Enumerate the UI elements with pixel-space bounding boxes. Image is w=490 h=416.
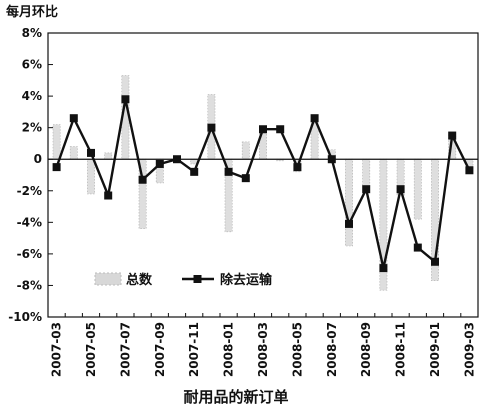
y-tick-label: -6%: [17, 247, 42, 261]
y-tick-label: 4%: [22, 89, 42, 103]
point-ex-transport-2008-03: [259, 125, 267, 134]
x-tick-label: 2009-01: [428, 322, 442, 377]
point-ex-transport-2007-10: [173, 155, 181, 164]
chart-title: 耐用品的新订单: [183, 388, 288, 406]
point-ex-transport-2008-09: [362, 185, 371, 194]
x-tick-label: 2009-03: [462, 322, 476, 377]
point-ex-transport-2008-08: [345, 219, 353, 228]
x-tick-label: 2008-05: [290, 322, 304, 377]
plot-border: [47, 32, 479, 318]
point-ex-transport-2007-12: [207, 123, 216, 132]
point-ex-transport-2007-03: [52, 163, 61, 172]
line-ex-transport: [55, 98, 471, 270]
total-bars-layer: [52, 75, 474, 291]
y-tick-label: 8%: [22, 26, 42, 40]
y-tick-label: 0: [34, 152, 42, 166]
ex-transport-line-layer: [52, 95, 474, 273]
bar-total-2007-06: [104, 152, 113, 160]
legend-marker-ex-transport: [193, 275, 202, 283]
point-ex-transport-2007-08: [138, 175, 147, 184]
x-tick-label: 2007-11: [187, 322, 201, 377]
point-ex-transport-2008-12: [413, 243, 422, 252]
y-axis-unit-label: 每月环比: [6, 4, 58, 20]
point-ex-transport-2007-07: [121, 95, 130, 104]
x-tick-label: 2007-07: [118, 322, 132, 377]
bar-total-2007-05: [87, 158, 95, 195]
legend-label-ex-transport: 除去运输: [220, 272, 273, 288]
point-ex-transport-2008-02: [241, 174, 250, 183]
bar-total-2008-09: [362, 158, 371, 187]
point-ex-transport-2008-05: [293, 163, 302, 172]
bar-total-2008-08: [345, 158, 353, 247]
point-ex-transport-2008-10: [379, 264, 388, 273]
legend-swatch-total: [94, 272, 122, 286]
y-tick-label: 6%: [22, 58, 42, 72]
x-axis: 2007-03 2007-05 2007-07 2007-09 2007-11 2008-…: [47, 313, 479, 377]
point-ex-transport-2007-09: [155, 159, 164, 168]
point-ex-transport-2007-05: [87, 148, 95, 157]
y-tick-label: 2%: [22, 121, 42, 135]
y-tick-label: -2%: [17, 184, 42, 198]
point-ex-transport-2009-01: [431, 257, 439, 266]
point-ex-transport-2008-04: [276, 125, 285, 134]
x-tick-label: 2008-07: [325, 322, 339, 377]
bar-total-2007-03: [52, 124, 61, 160]
point-ex-transport-2007-06: [104, 191, 113, 200]
point-ex-transport-2009-03: [465, 166, 474, 175]
point-ex-transport-2008-01: [224, 167, 233, 176]
x-tick-label: 2008-01: [222, 322, 236, 377]
point-ex-transport-2007-04: [69, 114, 78, 123]
y-tick-label: -10%: [8, 310, 42, 324]
bar-total-2008-02: [241, 141, 250, 160]
x-tick-label: 2008-09: [359, 322, 373, 377]
y-axis: 8% 6% 4% 2% 0 -2% -4% -6% -8% -10%: [8, 26, 53, 324]
point-ex-transport-2009-02: [448, 131, 457, 140]
x-tick-label: 2007-05: [84, 322, 98, 377]
x-tick-label: 2007-09: [153, 322, 167, 377]
x-tick-label: 2008-03: [256, 322, 270, 377]
bar-total-2008-06: [310, 122, 319, 160]
bar-total-2008-07: [327, 149, 336, 160]
legend-label-total: 总数: [126, 272, 153, 288]
legend: 总数 除去运输: [94, 272, 273, 288]
point-ex-transport-2007-11: [190, 167, 199, 176]
y-tick-label: -8%: [17, 278, 42, 292]
point-ex-transport-2008-07: [327, 155, 336, 164]
bar-total-2008-12: [413, 158, 422, 220]
plot-area: [47, 32, 479, 318]
x-tick-label: 2008-11: [394, 322, 408, 377]
point-ex-transport-2008-06: [310, 114, 319, 123]
x-tick-label: 2007-03: [50, 322, 64, 377]
bar-total-2007-04: [69, 146, 78, 160]
y-tick-label: -4%: [17, 215, 42, 229]
point-ex-transport-2008-11: [396, 185, 405, 194]
